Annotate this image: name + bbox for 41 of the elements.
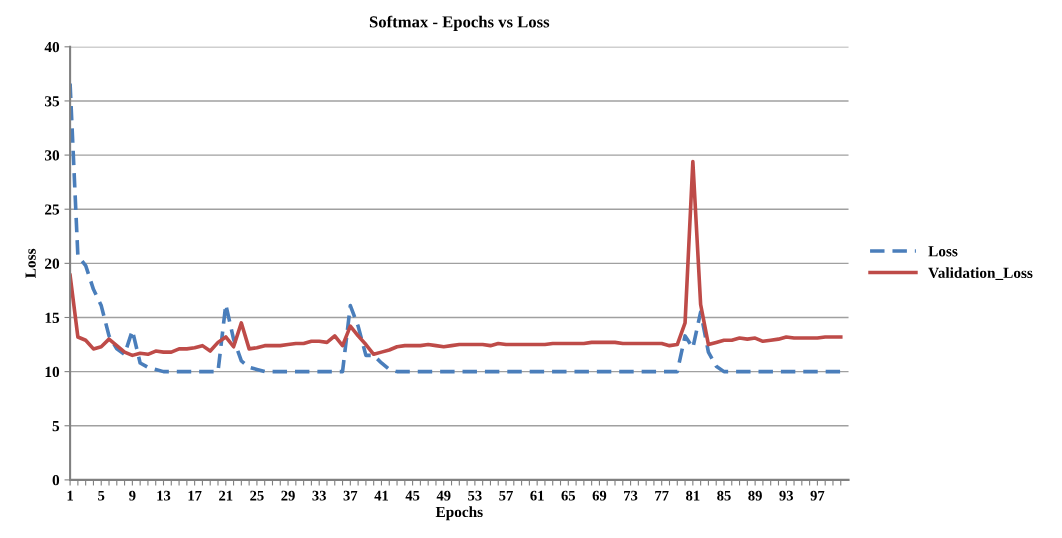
x-tick-label: 9: [129, 490, 136, 501]
x-tick-label: 13: [157, 490, 171, 501]
x-tick-label: 73: [624, 490, 638, 501]
x-tick-label: 5: [98, 490, 105, 501]
y-tick-label: 20: [45, 258, 60, 269]
y-tick-label: 40: [44, 41, 60, 53]
y-axis-title: Loss: [25, 248, 36, 278]
x-tick-label: 93: [779, 490, 794, 501]
x-tick-label: 29: [281, 490, 295, 501]
x-tick-label: 81: [686, 490, 700, 501]
x-tick-label: 61: [530, 490, 544, 501]
x-tick-label: 45: [405, 490, 420, 501]
x-tick-label: 97: [810, 490, 825, 501]
x-tick-label: 21: [219, 490, 233, 501]
chart-title: Softmax - Epochs vs Loss: [369, 15, 550, 31]
x-tick-label: 17: [188, 490, 202, 501]
x-tick-label: 33: [312, 490, 326, 501]
line-series: [70, 159, 843, 358]
x-tick-label: 77: [655, 490, 669, 501]
y-tick-label: 30: [44, 150, 60, 161]
x-tick-label: 41: [374, 490, 389, 501]
x-tick-label: 1: [67, 490, 73, 501]
x-tick-label: 37: [343, 490, 358, 501]
y-tick-label: 0: [52, 475, 60, 486]
y-tick-label: 10: [45, 366, 60, 378]
legend-label: Validation_Loss: [928, 267, 1033, 280]
x-tick-label: 49: [436, 490, 451, 501]
x-tick-label: 57: [499, 490, 513, 501]
x-tick-label: 85: [717, 490, 731, 501]
x-tick-label: 69: [592, 490, 607, 501]
y-tick-label: 5: [52, 421, 60, 432]
y-tick-label: 25: [45, 204, 60, 215]
x-axis-title: Epochs: [435, 506, 483, 521]
x-tick-label: 53: [468, 490, 482, 501]
x-tick-label: 65: [561, 490, 576, 501]
y-tick-label: 35: [44, 96, 60, 107]
line-series: [70, 81, 843, 374]
x-tick-label: 89: [748, 490, 762, 501]
legend-label: Loss: [928, 246, 958, 257]
y-tick-label: 15: [45, 312, 60, 323]
x-tick-label: 25: [250, 490, 264, 501]
